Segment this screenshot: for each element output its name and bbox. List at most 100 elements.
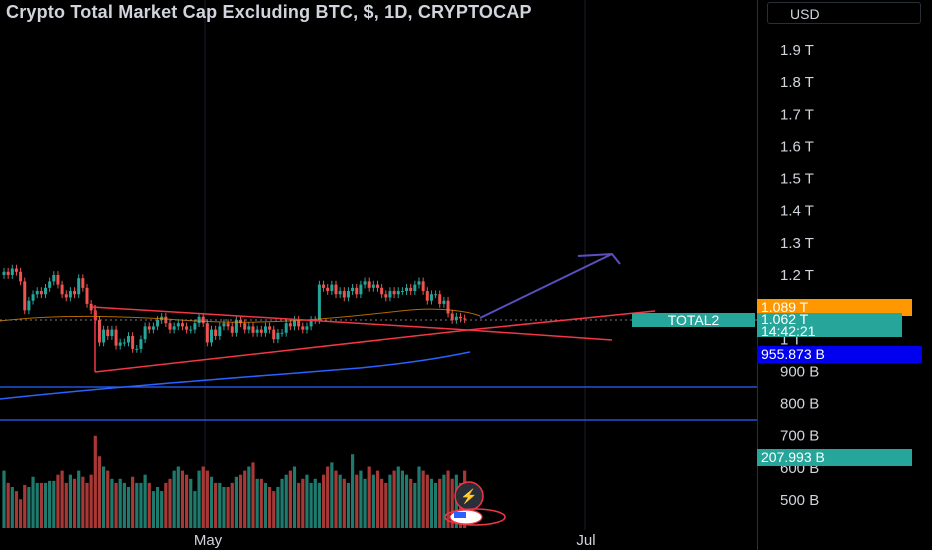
candlesticks [2, 264, 467, 353]
volume-bar [259, 478, 263, 528]
volume-bar [226, 487, 230, 528]
price-tick: 700 B [780, 428, 819, 445]
volume-bar [160, 491, 164, 528]
candle-body [268, 326, 272, 330]
candle-body [180, 323, 184, 327]
volume-bar [321, 474, 326, 528]
volume-bar [43, 482, 48, 528]
candle-body [147, 326, 151, 330]
volume-bar [409, 478, 413, 528]
currency-selector-button[interactable]: USD [767, 2, 921, 24]
volume-bar [110, 478, 114, 528]
volume-bar [180, 470, 185, 528]
volume-bar [23, 484, 27, 528]
candle-body [326, 287, 330, 292]
projection-arrow [479, 252, 621, 319]
volume-bar [131, 476, 135, 528]
candle-body [185, 326, 189, 330]
candle-body [438, 294, 442, 304]
candle-body [135, 348, 139, 350]
volume-bar [122, 482, 126, 528]
candle-body [317, 284, 321, 320]
volume-bar [388, 474, 392, 528]
candle-body [396, 291, 400, 295]
candle-body [322, 284, 326, 288]
volume-bar [164, 482, 168, 528]
volume-bar [135, 482, 139, 528]
candle-body [81, 278, 85, 288]
candle-body [459, 316, 462, 319]
volume-bar [268, 487, 272, 528]
candle-body [127, 336, 130, 343]
volume-bar [238, 474, 243, 528]
candle-body [56, 274, 60, 285]
volume-bar [97, 456, 102, 528]
candle-body [27, 300, 31, 311]
candle-body [434, 294, 438, 296]
price-axis[interactable]: 1.9 T 1.8 T 1.7 T 1.6 T 1.5 T 1.4 T 1.3 T 1.2 T… [780, 42, 819, 509]
candle-body [297, 319, 301, 327]
candle-body [118, 342, 122, 346]
candle-body [280, 332, 284, 334]
volume-bar [106, 470, 110, 528]
candle-body [367, 281, 371, 288]
candle-body [172, 326, 176, 330]
candle-body [189, 329, 193, 331]
moving-average-line [0, 308, 481, 323]
slow-moving-average-label: 955.873 B [757, 346, 922, 363]
candle-body [114, 329, 118, 346]
price-tick: 1.9 T [780, 42, 814, 59]
volume-bar [363, 478, 367, 528]
time-axis[interactable]: May Jul [194, 532, 596, 549]
volume-bar [230, 482, 234, 528]
candle-body [131, 336, 135, 349]
volume-bar [288, 470, 292, 528]
candle-body [355, 287, 359, 295]
candle-body [309, 319, 313, 327]
volume-bar [48, 480, 52, 528]
candle-body [301, 326, 305, 330]
volume-bar [446, 470, 450, 528]
price-tick: 1.3 T [780, 235, 814, 252]
candle-body [218, 326, 222, 337]
volume-bar [400, 470, 404, 528]
candle-body [31, 294, 35, 301]
volume-bar [102, 466, 106, 528]
volume-bar [438, 478, 442, 528]
volume-bar [77, 470, 81, 528]
candle-body [251, 326, 255, 333]
volume-bar [197, 470, 201, 528]
volume-bar [201, 466, 205, 528]
volume-bar [189, 478, 193, 528]
volume-bar [222, 487, 226, 528]
volume-bar [380, 478, 384, 528]
candle-body [151, 326, 155, 330]
price-tick: 1.2 T [780, 267, 814, 284]
volume-bar [6, 482, 10, 528]
volume-bar [317, 482, 321, 528]
volume-bar [214, 482, 218, 528]
volume-bar [359, 470, 363, 528]
volume-bar [126, 487, 131, 528]
candle-body [421, 281, 425, 292]
volume-bar [218, 482, 222, 528]
candle-body [284, 323, 288, 333]
candle-body [363, 281, 367, 285]
candle-body [405, 287, 409, 292]
candle-body [392, 291, 396, 295]
candle-body [110, 329, 114, 337]
volume-bar [147, 482, 151, 528]
volume-bar [118, 478, 122, 528]
volume-bar [193, 491, 197, 528]
volume-bar [139, 482, 143, 528]
volume-bar [355, 474, 359, 528]
volume-bar [442, 474, 446, 528]
candle-body [371, 284, 375, 288]
volume-bar [276, 487, 280, 528]
candle-body [201, 316, 205, 324]
candle-body [450, 313, 454, 320]
candle-body [64, 294, 68, 298]
event-markers[interactable]: ⚡ [444, 481, 506, 526]
bar-countdown: 14:42:21 [761, 323, 816, 339]
